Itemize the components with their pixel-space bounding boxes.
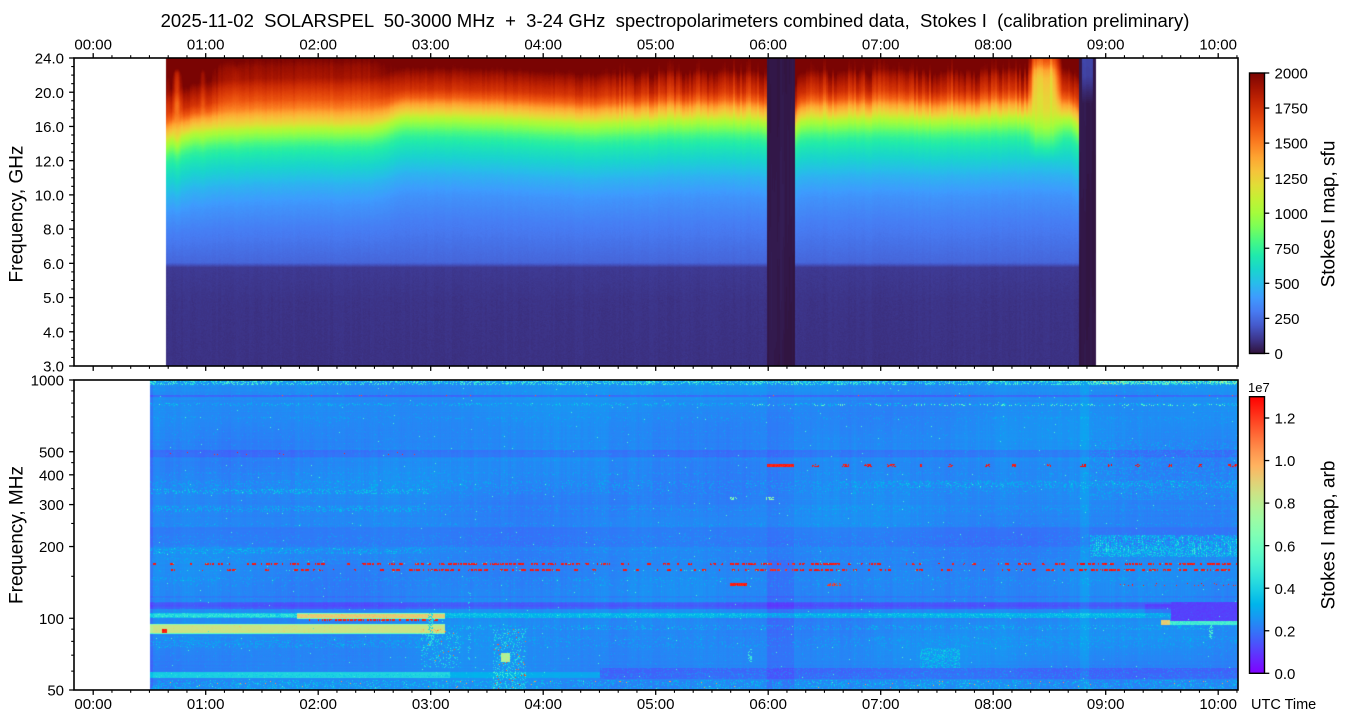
svg-text:00:00: 00:00 bbox=[74, 696, 112, 713]
svg-text:500: 500 bbox=[39, 444, 64, 461]
svg-text:250: 250 bbox=[1275, 311, 1300, 328]
svg-text:1250: 1250 bbox=[1275, 171, 1308, 188]
svg-text:06:00: 06:00 bbox=[749, 37, 787, 54]
svg-text:03:00: 03:00 bbox=[412, 696, 450, 713]
svg-text:Frequency, GHz: Frequency, GHz bbox=[6, 146, 27, 283]
svg-text:50: 50 bbox=[47, 683, 64, 700]
svg-text:1750: 1750 bbox=[1275, 101, 1308, 118]
svg-text:02:00: 02:00 bbox=[299, 37, 337, 54]
svg-text:300: 300 bbox=[39, 497, 64, 514]
svg-text:10:00: 10:00 bbox=[1199, 696, 1237, 713]
svg-text:09:00: 09:00 bbox=[1087, 696, 1125, 713]
svg-text:200: 200 bbox=[39, 539, 64, 556]
svg-text:0.6: 0.6 bbox=[1275, 538, 1296, 555]
svg-text:0.4: 0.4 bbox=[1275, 581, 1296, 598]
svg-text:0.0: 0.0 bbox=[1275, 666, 1296, 683]
svg-text:2000: 2000 bbox=[1275, 66, 1308, 83]
svg-text:16.0: 16.0 bbox=[35, 119, 64, 136]
svg-text:0.2: 0.2 bbox=[1275, 623, 1296, 640]
svg-text:24.0: 24.0 bbox=[35, 51, 64, 68]
svg-text:1e7: 1e7 bbox=[1248, 380, 1270, 395]
svg-text:04:00: 04:00 bbox=[524, 37, 562, 54]
svg-text:Stokes I map, arb: Stokes I map, arb bbox=[1319, 461, 1340, 610]
svg-text:4.0: 4.0 bbox=[43, 324, 64, 341]
svg-text:750: 750 bbox=[1275, 241, 1300, 258]
svg-text:100: 100 bbox=[39, 611, 64, 628]
svg-text:400: 400 bbox=[39, 467, 64, 484]
svg-text:5.0: 5.0 bbox=[43, 290, 64, 307]
svg-text:12.0: 12.0 bbox=[35, 153, 64, 170]
svg-text:10:00: 10:00 bbox=[1199, 37, 1237, 54]
svg-text:2025-11-02 SOLARSPEL 50-3000: 2025-11-02 SOLARSPEL 50-3000 MHz + 3-24 … bbox=[161, 10, 1190, 31]
svg-text:3.0: 3.0 bbox=[43, 359, 64, 376]
svg-text:6.0: 6.0 bbox=[43, 256, 64, 273]
svg-text:0: 0 bbox=[1275, 346, 1283, 363]
svg-text:10.0: 10.0 bbox=[35, 187, 64, 204]
svg-text:500: 500 bbox=[1275, 276, 1300, 293]
svg-text:06:00: 06:00 bbox=[749, 696, 787, 713]
svg-text:1500: 1500 bbox=[1275, 136, 1308, 153]
svg-text:8.0: 8.0 bbox=[43, 222, 64, 239]
svg-text:Stokes I map, sfu: Stokes I map, sfu bbox=[1319, 141, 1340, 288]
svg-text:01:00: 01:00 bbox=[187, 37, 225, 54]
svg-text:04:00: 04:00 bbox=[524, 696, 562, 713]
svg-text:Frequency, MHz: Frequency, MHz bbox=[6, 466, 27, 604]
svg-text:20.0: 20.0 bbox=[35, 85, 64, 102]
svg-text:09:00: 09:00 bbox=[1087, 37, 1125, 54]
svg-text:05:00: 05:00 bbox=[637, 696, 675, 713]
svg-text:07:00: 07:00 bbox=[862, 37, 900, 54]
svg-text:05:00: 05:00 bbox=[637, 37, 675, 54]
svg-text:08:00: 08:00 bbox=[974, 37, 1012, 54]
svg-text:1.0: 1.0 bbox=[1275, 453, 1296, 470]
svg-text:02:00: 02:00 bbox=[299, 696, 337, 713]
svg-text:1.2: 1.2 bbox=[1275, 411, 1296, 428]
svg-text:08:00: 08:00 bbox=[974, 696, 1012, 713]
svg-text:1000: 1000 bbox=[31, 373, 64, 390]
svg-text:01:00: 01:00 bbox=[187, 696, 225, 713]
svg-text:00:00: 00:00 bbox=[74, 37, 112, 54]
svg-text:UTC Time: UTC Time bbox=[1251, 697, 1316, 713]
svg-text:1000: 1000 bbox=[1275, 206, 1308, 223]
svg-text:07:00: 07:00 bbox=[862, 696, 900, 713]
svg-text:03:00: 03:00 bbox=[412, 37, 450, 54]
svg-text:0.8: 0.8 bbox=[1275, 496, 1296, 513]
